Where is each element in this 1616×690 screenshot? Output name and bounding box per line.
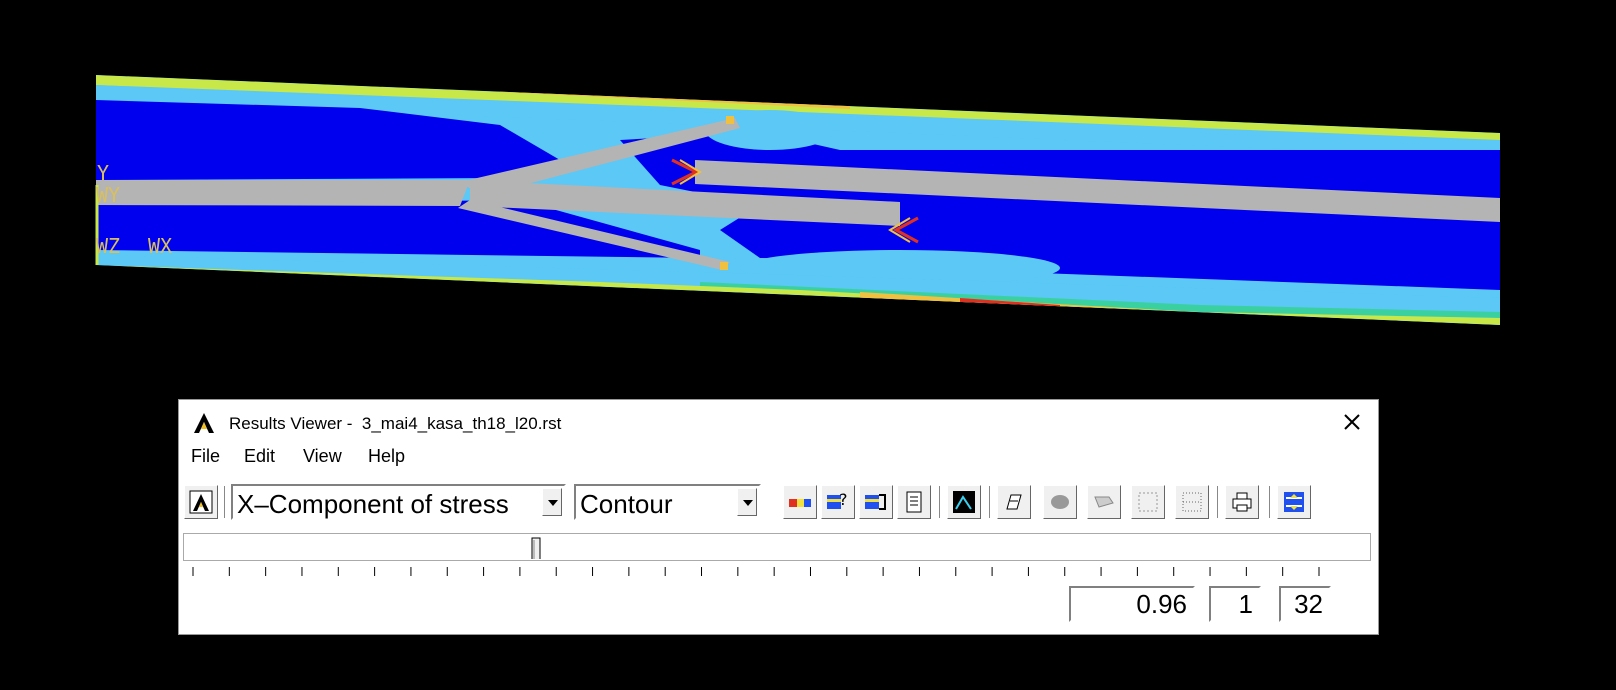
list-results-button[interactable]	[897, 485, 931, 519]
edges-button[interactable]	[1087, 485, 1121, 519]
close-button[interactable]	[1336, 406, 1368, 438]
toolbar-separator	[1217, 486, 1221, 518]
result-item-value: X–Component of stress	[237, 489, 509, 519]
ansys-logo-icon	[194, 413, 214, 433]
mesh-icon	[1051, 495, 1069, 509]
results-viewer-window: Results Viewer - 3_mai4_kasa_th18_l20.rs…	[178, 399, 1379, 635]
menu-view[interactable]: View	[303, 446, 342, 466]
title-bar[interactable]: Results Viewer - 3_mai4_kasa_th18_l20.rs…	[179, 400, 1378, 442]
toolbar: X–Component of stress Contour ?	[179, 482, 1378, 522]
toolbar-separator	[989, 486, 993, 518]
settings-icon	[1284, 492, 1304, 512]
svg-text:?: ?	[839, 490, 848, 509]
toolbar-separator	[1269, 486, 1273, 518]
mesh-button[interactable]	[1043, 485, 1077, 519]
view-graph-icon	[953, 491, 975, 513]
contour-legend-icon	[789, 499, 811, 507]
slider-ticks	[192, 567, 1320, 576]
plot-type-dropdown[interactable]: Contour	[574, 484, 761, 520]
grid-fine-icon	[1182, 492, 1202, 512]
menu-help[interactable]: Help	[368, 446, 406, 466]
set-number-field[interactable]: 1	[1209, 586, 1261, 622]
animate-button[interactable]	[859, 485, 893, 519]
contour-legend-button[interactable]	[783, 485, 817, 519]
chevron-down-icon[interactable]	[737, 488, 757, 516]
result-set-slider[interactable]	[183, 533, 1371, 561]
triad-label-wx: WX	[148, 234, 173, 258]
total-sets-field[interactable]: 32	[1279, 586, 1331, 622]
window-title: Results Viewer - 3_mai4_kasa_th18_l20.rs…	[229, 414, 562, 433]
slider-thumb[interactable]	[531, 534, 541, 560]
grid-icon	[1138, 492, 1158, 512]
toolbar-separator	[224, 486, 228, 518]
menu-file[interactable]: File	[191, 446, 221, 466]
chevron-down-icon[interactable]	[542, 488, 562, 516]
graphics-viewport[interactable]: Y WY WZ WX	[0, 0, 1616, 390]
menu-edit[interactable]: Edit	[244, 446, 276, 466]
pan-zoom-icon	[1006, 494, 1022, 510]
plot-results-icon	[189, 490, 213, 514]
print-button[interactable]	[1225, 485, 1259, 519]
triad-label-wy: WY	[96, 183, 121, 207]
edges-icon	[1094, 496, 1114, 508]
view-graph-button[interactable]	[947, 485, 981, 519]
pan-zoom-button[interactable]	[997, 485, 1031, 519]
triad-label-y: Y	[97, 161, 110, 185]
grid-fine-button[interactable]	[1175, 485, 1209, 519]
grid-button[interactable]	[1131, 485, 1165, 519]
time-value-field[interactable]: 0.96	[1069, 586, 1195, 622]
query-button[interactable]: ?	[821, 485, 855, 519]
result-item-dropdown[interactable]: X–Component of stress	[231, 484, 566, 520]
query-icon: ?	[827, 490, 848, 509]
plot-results-button[interactable]	[184, 485, 218, 519]
close-icon	[1344, 414, 1360, 430]
settings-button[interactable]	[1277, 485, 1311, 519]
animate-icon	[865, 494, 886, 510]
list-icon	[906, 491, 922, 513]
plot-type-value: Contour	[580, 489, 673, 519]
toolbar-separator	[939, 486, 943, 518]
stress-contour-plot	[95, 75, 1500, 325]
print-icon	[1232, 492, 1252, 512]
triad-label-wz: WZ	[96, 234, 121, 258]
